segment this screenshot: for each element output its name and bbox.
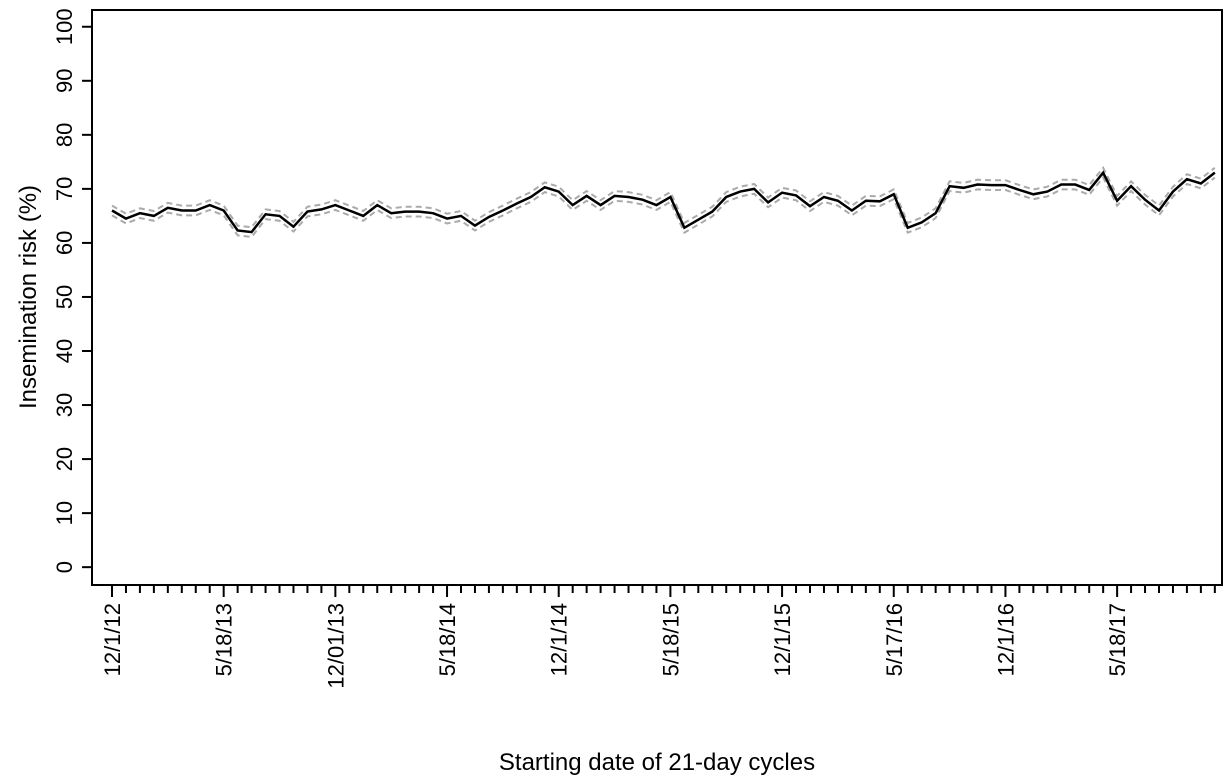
plot-frame: [91, 9, 1223, 586]
x-tick-label: 5/17/16: [882, 603, 907, 676]
x-tick-label: 5/18/14: [435, 603, 460, 676]
y-tick-label: 40: [52, 339, 77, 363]
x-tick-label: 12/1/15: [770, 603, 795, 676]
y-tick-label: 0: [52, 561, 77, 573]
x-tick-label: 12/1/12: [100, 603, 125, 676]
x-tick-label: 5/18/13: [212, 603, 237, 676]
x-tick-label: 12/1/16: [993, 603, 1018, 676]
y-tick-label: 80: [52, 123, 77, 147]
y-tick-label: 20: [52, 447, 77, 471]
ci-line: [111, 165, 1216, 229]
y-tick-label: 90: [52, 69, 77, 93]
y-tick-label: 10: [52, 501, 77, 525]
x-axis-title: Starting date of 21-day cycles: [499, 749, 815, 776]
y-axis-title: Insemination risk (%): [15, 185, 42, 409]
ci-line: [111, 175, 1216, 239]
x-tick-label: 12/01/13: [323, 603, 348, 689]
x-tick-label: 5/18/17: [1105, 603, 1130, 676]
y-tick-label: 70: [52, 177, 77, 201]
y-tick-label: 30: [52, 393, 77, 417]
y-tick-label: 60: [52, 231, 77, 255]
data-line: [111, 170, 1216, 234]
y-tick-label: 100: [52, 8, 77, 45]
y-tick-label: 50: [52, 285, 77, 309]
x-tick-label: 5/18/15: [658, 603, 683, 676]
x-tick-label: 12/1/14: [547, 603, 572, 676]
